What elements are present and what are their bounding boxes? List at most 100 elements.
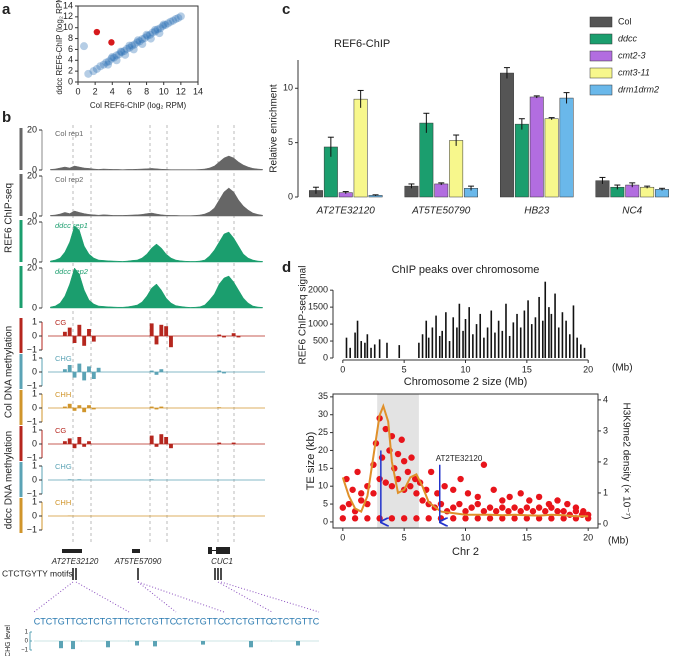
y-tick-label: 1 — [25, 630, 29, 636]
track-name: CHG — [55, 354, 72, 363]
point — [388, 515, 396, 522]
point — [146, 34, 155, 43]
y-tick-label: 0 — [32, 302, 37, 312]
peak-bar — [441, 330, 443, 358]
point — [490, 486, 497, 493]
peak-bar — [431, 327, 434, 358]
point — [408, 454, 415, 461]
x-tick-label: 20 — [583, 364, 593, 374]
group-label: REF6 ChIP-seq — [4, 183, 15, 253]
point — [437, 515, 445, 522]
point — [376, 515, 383, 522]
peak-bar — [472, 334, 474, 358]
methylation-bar — [82, 336, 87, 346]
peak-bar — [462, 330, 464, 358]
point — [364, 515, 371, 522]
methylation-bar — [231, 442, 236, 444]
point — [153, 25, 162, 34]
peak-bar — [527, 300, 529, 358]
methylation-bar — [149, 323, 154, 336]
point — [351, 515, 359, 522]
peak-bar — [378, 339, 381, 358]
point — [548, 504, 555, 511]
x-unit: (Mb) — [608, 536, 629, 547]
peak-bar — [490, 310, 493, 358]
point — [92, 64, 101, 73]
peak-bar — [421, 334, 424, 358]
x-tick-label: 10 — [460, 364, 470, 374]
point — [151, 27, 160, 36]
peak-bar — [523, 310, 526, 358]
track-name: ddcc rep1 — [55, 221, 88, 230]
point — [505, 508, 512, 515]
y-tick-label: 6 — [68, 44, 73, 54]
peak-bar — [544, 281, 547, 358]
connector — [220, 581, 320, 613]
x-tick-label: 5 — [402, 532, 407, 542]
y-tick-label: 0 — [32, 438, 37, 448]
peak-bar — [561, 312, 564, 358]
methylation-bar — [77, 437, 82, 444]
peak-bar — [425, 320, 428, 358]
methylation-bar — [72, 408, 77, 411]
x-tick-label: AT5TE50790 — [411, 206, 471, 217]
point — [110, 53, 118, 62]
point — [156, 24, 165, 33]
y-tick-label: 12 — [63, 11, 73, 21]
y-tick-label: −1 — [27, 452, 37, 462]
y-tick-label: 15 — [318, 463, 328, 473]
point — [158, 22, 167, 31]
peak-bar — [345, 337, 348, 358]
x-axis-label: Chr 2 — [452, 546, 479, 558]
peak-bar — [373, 344, 376, 358]
plot-frame — [77, 5, 199, 83]
point — [129, 45, 138, 54]
y-tick-label: 0 — [32, 510, 37, 520]
methylation-bar — [169, 444, 173, 449]
point — [456, 500, 463, 508]
x-tick-label: 4 — [110, 86, 115, 96]
point — [134, 36, 142, 45]
chg-bar — [249, 641, 253, 648]
bar — [655, 189, 670, 198]
point — [413, 515, 420, 522]
shade-region — [377, 394, 419, 528]
point — [142, 30, 151, 39]
x-tick-label: 2 — [93, 86, 98, 96]
point — [104, 60, 112, 69]
signal-area — [50, 187, 263, 217]
methylation-bar — [62, 369, 67, 372]
y-tick-label: 20 — [27, 170, 37, 180]
y-tick-label: 2000 — [308, 285, 328, 295]
peak-bar — [550, 313, 553, 358]
motif-sequence: CTCTGTTT — [81, 616, 129, 626]
y-tick-label: 0 — [32, 402, 37, 412]
methylation-bar — [217, 370, 222, 372]
point — [517, 508, 524, 515]
track-name: CHH — [55, 390, 71, 399]
peak-bar — [448, 341, 451, 358]
point — [542, 508, 549, 515]
methylation-bar — [159, 434, 164, 444]
x-tick-label: 15 — [522, 532, 532, 542]
chg-bar — [106, 641, 110, 648]
methylation-bar — [169, 336, 173, 348]
methylation-bar — [67, 327, 72, 336]
panel-label: a — [2, 1, 11, 18]
motif-sequence: CTCTGTTC — [271, 616, 320, 626]
bar — [640, 186, 655, 198]
y-tick-label: 20 — [318, 445, 328, 455]
point — [108, 53, 117, 62]
chart-title: ChIP peaks over chromosome — [392, 264, 540, 276]
gene-label: AT5TE57090 — [114, 557, 162, 566]
legend-label: ddcc — [618, 33, 638, 43]
peak-bar — [572, 305, 575, 358]
point — [339, 515, 347, 522]
point — [517, 490, 524, 497]
point — [462, 515, 469, 522]
methylation-bar — [222, 336, 226, 338]
peak-bar — [427, 337, 430, 358]
methylation-bar — [154, 408, 159, 410]
